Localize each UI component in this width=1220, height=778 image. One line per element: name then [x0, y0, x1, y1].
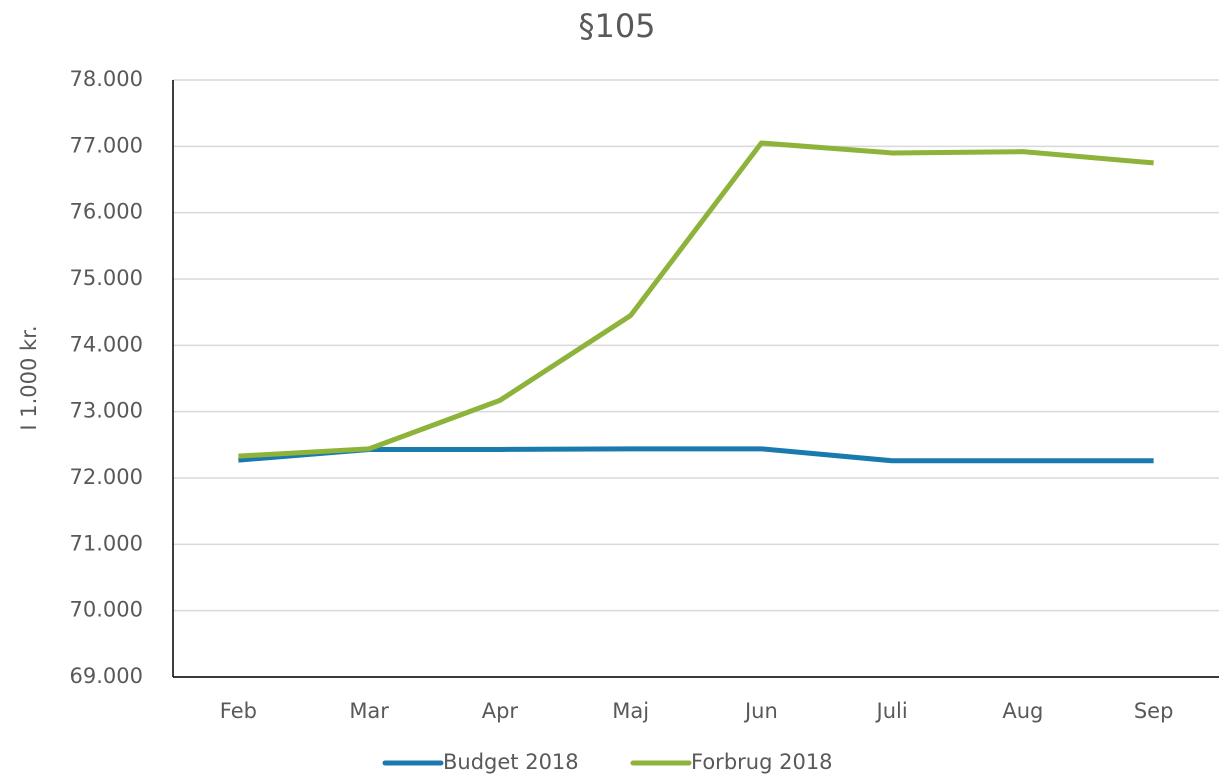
x-tick-label: Sep: [1134, 699, 1174, 723]
x-tick-label: Maj: [612, 699, 649, 723]
x-tick-label: Juli: [875, 699, 908, 723]
legend-label: Budget 2018: [443, 750, 579, 774]
y-axis-label: I 1.000 kr.: [17, 325, 41, 430]
y-tick-label: 71.000: [70, 531, 143, 555]
y-tick-label: 75.000: [70, 266, 143, 290]
y-tick-label: 69.000: [70, 664, 143, 688]
data-line: [238, 446, 1154, 464]
y-tick-label: 72.000: [70, 465, 143, 489]
y-tick-label: 70.000: [70, 598, 143, 622]
y-tick-label: 76.000: [70, 200, 143, 224]
x-tick-label: Apr: [482, 699, 519, 723]
x-tick-label: Mar: [349, 699, 389, 723]
x-tick-label: Aug: [1002, 699, 1043, 723]
y-tick-label: 73.000: [70, 399, 143, 423]
data-line: [238, 140, 1154, 459]
legend-label: Forbrug 2018: [691, 750, 833, 774]
chart-title: §105: [578, 7, 655, 45]
x-tick-label: Feb: [220, 699, 257, 723]
y-tick-label: 77.000: [70, 133, 143, 157]
x-tick-label: Jun: [743, 699, 778, 723]
y-tick-label: 78.000: [70, 67, 143, 91]
y-tick-label: 74.000: [70, 332, 143, 356]
